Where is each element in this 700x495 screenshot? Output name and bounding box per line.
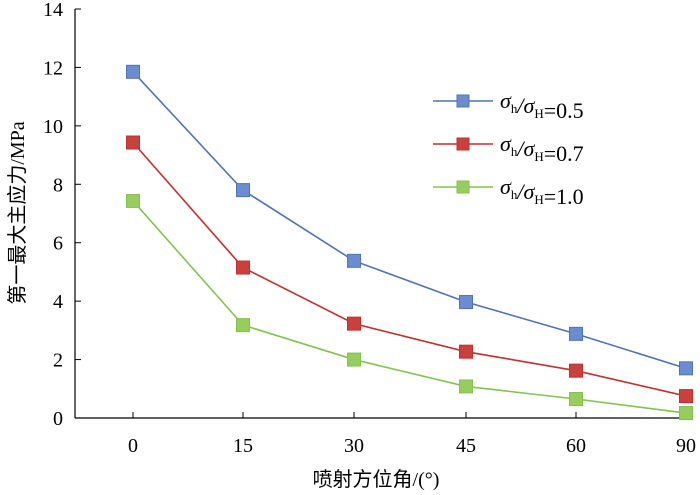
y-tick-label: 8 <box>53 174 63 196</box>
series-line <box>132 200 687 414</box>
series-3 <box>126 193 693 421</box>
legend-marker <box>456 94 470 108</box>
data-point <box>569 392 583 407</box>
legend-label: σh/σH=1.0 <box>500 174 584 209</box>
legend-label-part: σ <box>500 174 512 199</box>
legend: σh/σH=0.5σh/σH=0.7σh/σH=1.0 <box>433 88 584 209</box>
y-tick-label: 14 <box>43 0 63 21</box>
legend-label-part: h <box>511 144 518 159</box>
legend-label-part: h <box>511 101 518 116</box>
data-point <box>347 253 361 268</box>
legend-marker <box>456 137 470 151</box>
data-point <box>459 379 473 394</box>
data-point <box>236 183 250 198</box>
series-1 <box>126 64 693 376</box>
series-line <box>132 71 687 370</box>
x-axis-title: 喷射方位角/(°) <box>313 468 440 491</box>
legend-label: σh/σH=0.7 <box>500 131 584 166</box>
data-point <box>236 318 250 333</box>
axes: 0 2 4 6 8 10 12 14 0 15 30 45 60 90 <box>43 0 696 457</box>
x-tick-label: 60 <box>566 435 586 457</box>
legend-label-part: =0.7 <box>544 141 584 166</box>
legend-label-part: =1.0 <box>544 184 584 209</box>
data-point <box>569 326 583 341</box>
x-tick-label: 90 <box>676 435 696 457</box>
data-point <box>347 316 361 331</box>
legend-label-part: H <box>534 106 543 121</box>
data-point <box>569 363 583 378</box>
series-layer <box>126 64 693 421</box>
legend-label-part: σ <box>500 131 512 156</box>
legend-entry-3: σh/σH=1.0 <box>433 174 584 209</box>
data-point <box>679 389 693 404</box>
legend-label-part: σ <box>500 88 512 113</box>
legend-label: σh/σH=0.5 <box>500 88 584 123</box>
y-axis-title: 第一最大主应力/MPa <box>6 121 29 304</box>
legend-label-part: H <box>534 192 543 207</box>
legend-label-part: /σ <box>515 93 535 118</box>
legend-marker <box>456 180 470 194</box>
legend-label-part: H <box>534 149 543 164</box>
legend-label-part: =0.5 <box>544 98 584 123</box>
legend-label-part: h <box>511 187 518 202</box>
y-tick-label: 6 <box>53 233 63 255</box>
x-tick-label: 15 <box>233 435 253 457</box>
data-point <box>347 352 361 367</box>
series-2 <box>126 135 693 404</box>
data-point <box>126 193 140 208</box>
data-point <box>679 406 693 421</box>
data-point <box>126 135 140 150</box>
y-tick-label: 4 <box>53 291 63 313</box>
legend-entry-2: σh/σH=0.7 <box>433 131 584 166</box>
data-point <box>679 361 693 376</box>
y-tick-label: 10 <box>43 116 63 138</box>
legend-label-part: /σ <box>515 136 535 161</box>
data-point <box>126 64 140 79</box>
legend-label-part: /σ <box>515 179 535 204</box>
series-line <box>132 141 687 397</box>
data-point <box>236 260 250 275</box>
x-tick-label: 30 <box>344 435 364 457</box>
y-tick-label: 0 <box>53 408 63 430</box>
x-tick-label: 0 <box>128 435 138 457</box>
data-point <box>459 344 473 359</box>
x-tick-label: 45 <box>456 435 476 457</box>
y-tick-label: 12 <box>43 57 63 79</box>
y-tick-label: 2 <box>53 350 63 372</box>
legend-entry-1: σh/σH=0.5 <box>433 88 584 123</box>
data-point <box>459 295 473 310</box>
